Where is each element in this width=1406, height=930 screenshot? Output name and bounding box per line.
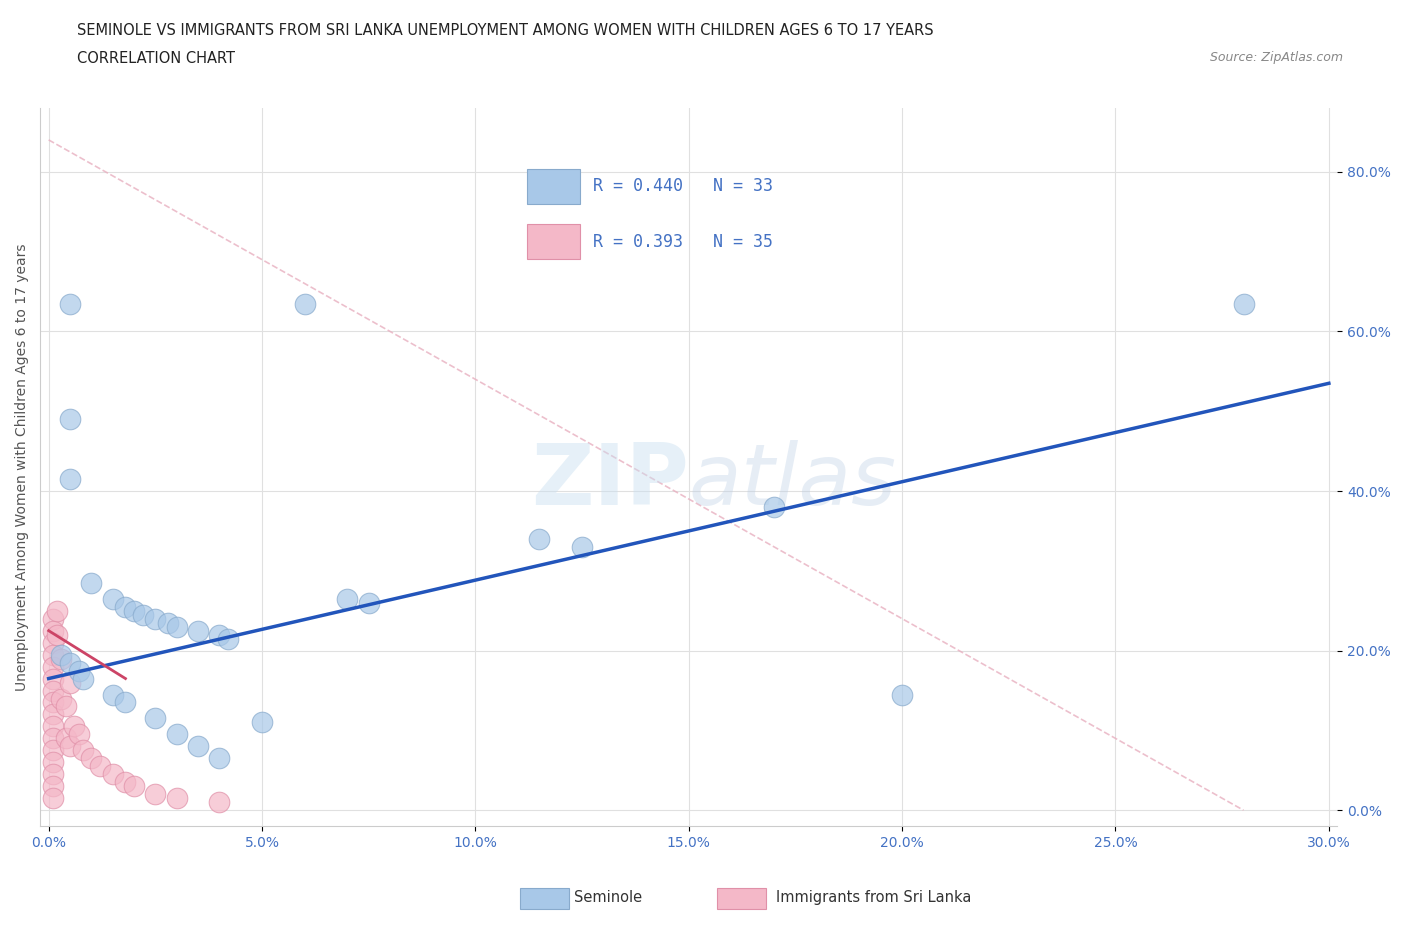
Point — [67, 727, 90, 742]
Point — [46, 604, 69, 618]
Text: Seminole: Seminole — [574, 890, 641, 905]
Point — [1232, 296, 1254, 311]
Point — [166, 727, 188, 742]
Point — [42, 755, 65, 770]
Point — [46, 627, 69, 642]
Point — [357, 595, 380, 610]
Point — [122, 604, 145, 618]
Point — [294, 296, 316, 311]
Text: Source: ZipAtlas.com: Source: ZipAtlas.com — [1209, 51, 1343, 64]
Point — [42, 731, 65, 746]
Point — [571, 539, 593, 554]
Point — [72, 743, 94, 758]
Point — [42, 611, 65, 626]
Point — [51, 647, 73, 662]
Point — [42, 790, 65, 805]
Point — [143, 711, 166, 726]
Point — [42, 635, 65, 650]
Point — [187, 623, 209, 638]
Point — [42, 767, 65, 782]
Point — [143, 611, 166, 626]
Point — [51, 691, 73, 706]
Point — [89, 759, 111, 774]
Point — [166, 619, 188, 634]
Point — [42, 719, 65, 734]
Point — [101, 591, 124, 606]
Point — [42, 743, 65, 758]
Text: CORRELATION CHART: CORRELATION CHART — [77, 51, 235, 66]
Y-axis label: Unemployment Among Women with Children Ages 6 to 17 years: Unemployment Among Women with Children A… — [15, 244, 30, 691]
Point — [42, 695, 65, 710]
Point — [42, 707, 65, 722]
Point — [122, 778, 145, 793]
Point — [250, 715, 273, 730]
Point — [55, 731, 77, 746]
Point — [143, 787, 166, 802]
Point — [529, 531, 551, 546]
Point — [42, 623, 65, 638]
Point — [114, 599, 136, 614]
Point — [55, 699, 77, 714]
Text: atlas: atlas — [689, 440, 897, 523]
Point — [42, 683, 65, 698]
Point — [891, 687, 914, 702]
Point — [72, 671, 94, 686]
Point — [59, 675, 82, 690]
Point — [208, 795, 231, 810]
Point — [208, 751, 231, 765]
Point — [336, 591, 359, 606]
Point — [157, 616, 180, 631]
Point — [67, 663, 90, 678]
Point — [208, 627, 231, 642]
Point — [42, 671, 65, 686]
Point — [114, 695, 136, 710]
Point — [42, 778, 65, 793]
Point — [80, 751, 103, 765]
Point — [80, 576, 103, 591]
Point — [763, 499, 786, 514]
Point — [59, 655, 82, 670]
Point — [59, 296, 82, 311]
Point — [114, 775, 136, 790]
Point — [63, 719, 86, 734]
Point — [51, 651, 73, 666]
Point — [166, 790, 188, 805]
Point — [59, 472, 82, 486]
Point — [101, 767, 124, 782]
Point — [187, 739, 209, 754]
Text: Immigrants from Sri Lanka: Immigrants from Sri Lanka — [776, 890, 972, 905]
Point — [42, 647, 65, 662]
Point — [42, 659, 65, 674]
Point — [131, 607, 153, 622]
Point — [59, 739, 82, 754]
Text: ZIP: ZIP — [531, 440, 689, 523]
Point — [101, 687, 124, 702]
Point — [217, 631, 239, 646]
Text: SEMINOLE VS IMMIGRANTS FROM SRI LANKA UNEMPLOYMENT AMONG WOMEN WITH CHILDREN AGE: SEMINOLE VS IMMIGRANTS FROM SRI LANKA UN… — [77, 23, 934, 38]
Point — [59, 412, 82, 427]
